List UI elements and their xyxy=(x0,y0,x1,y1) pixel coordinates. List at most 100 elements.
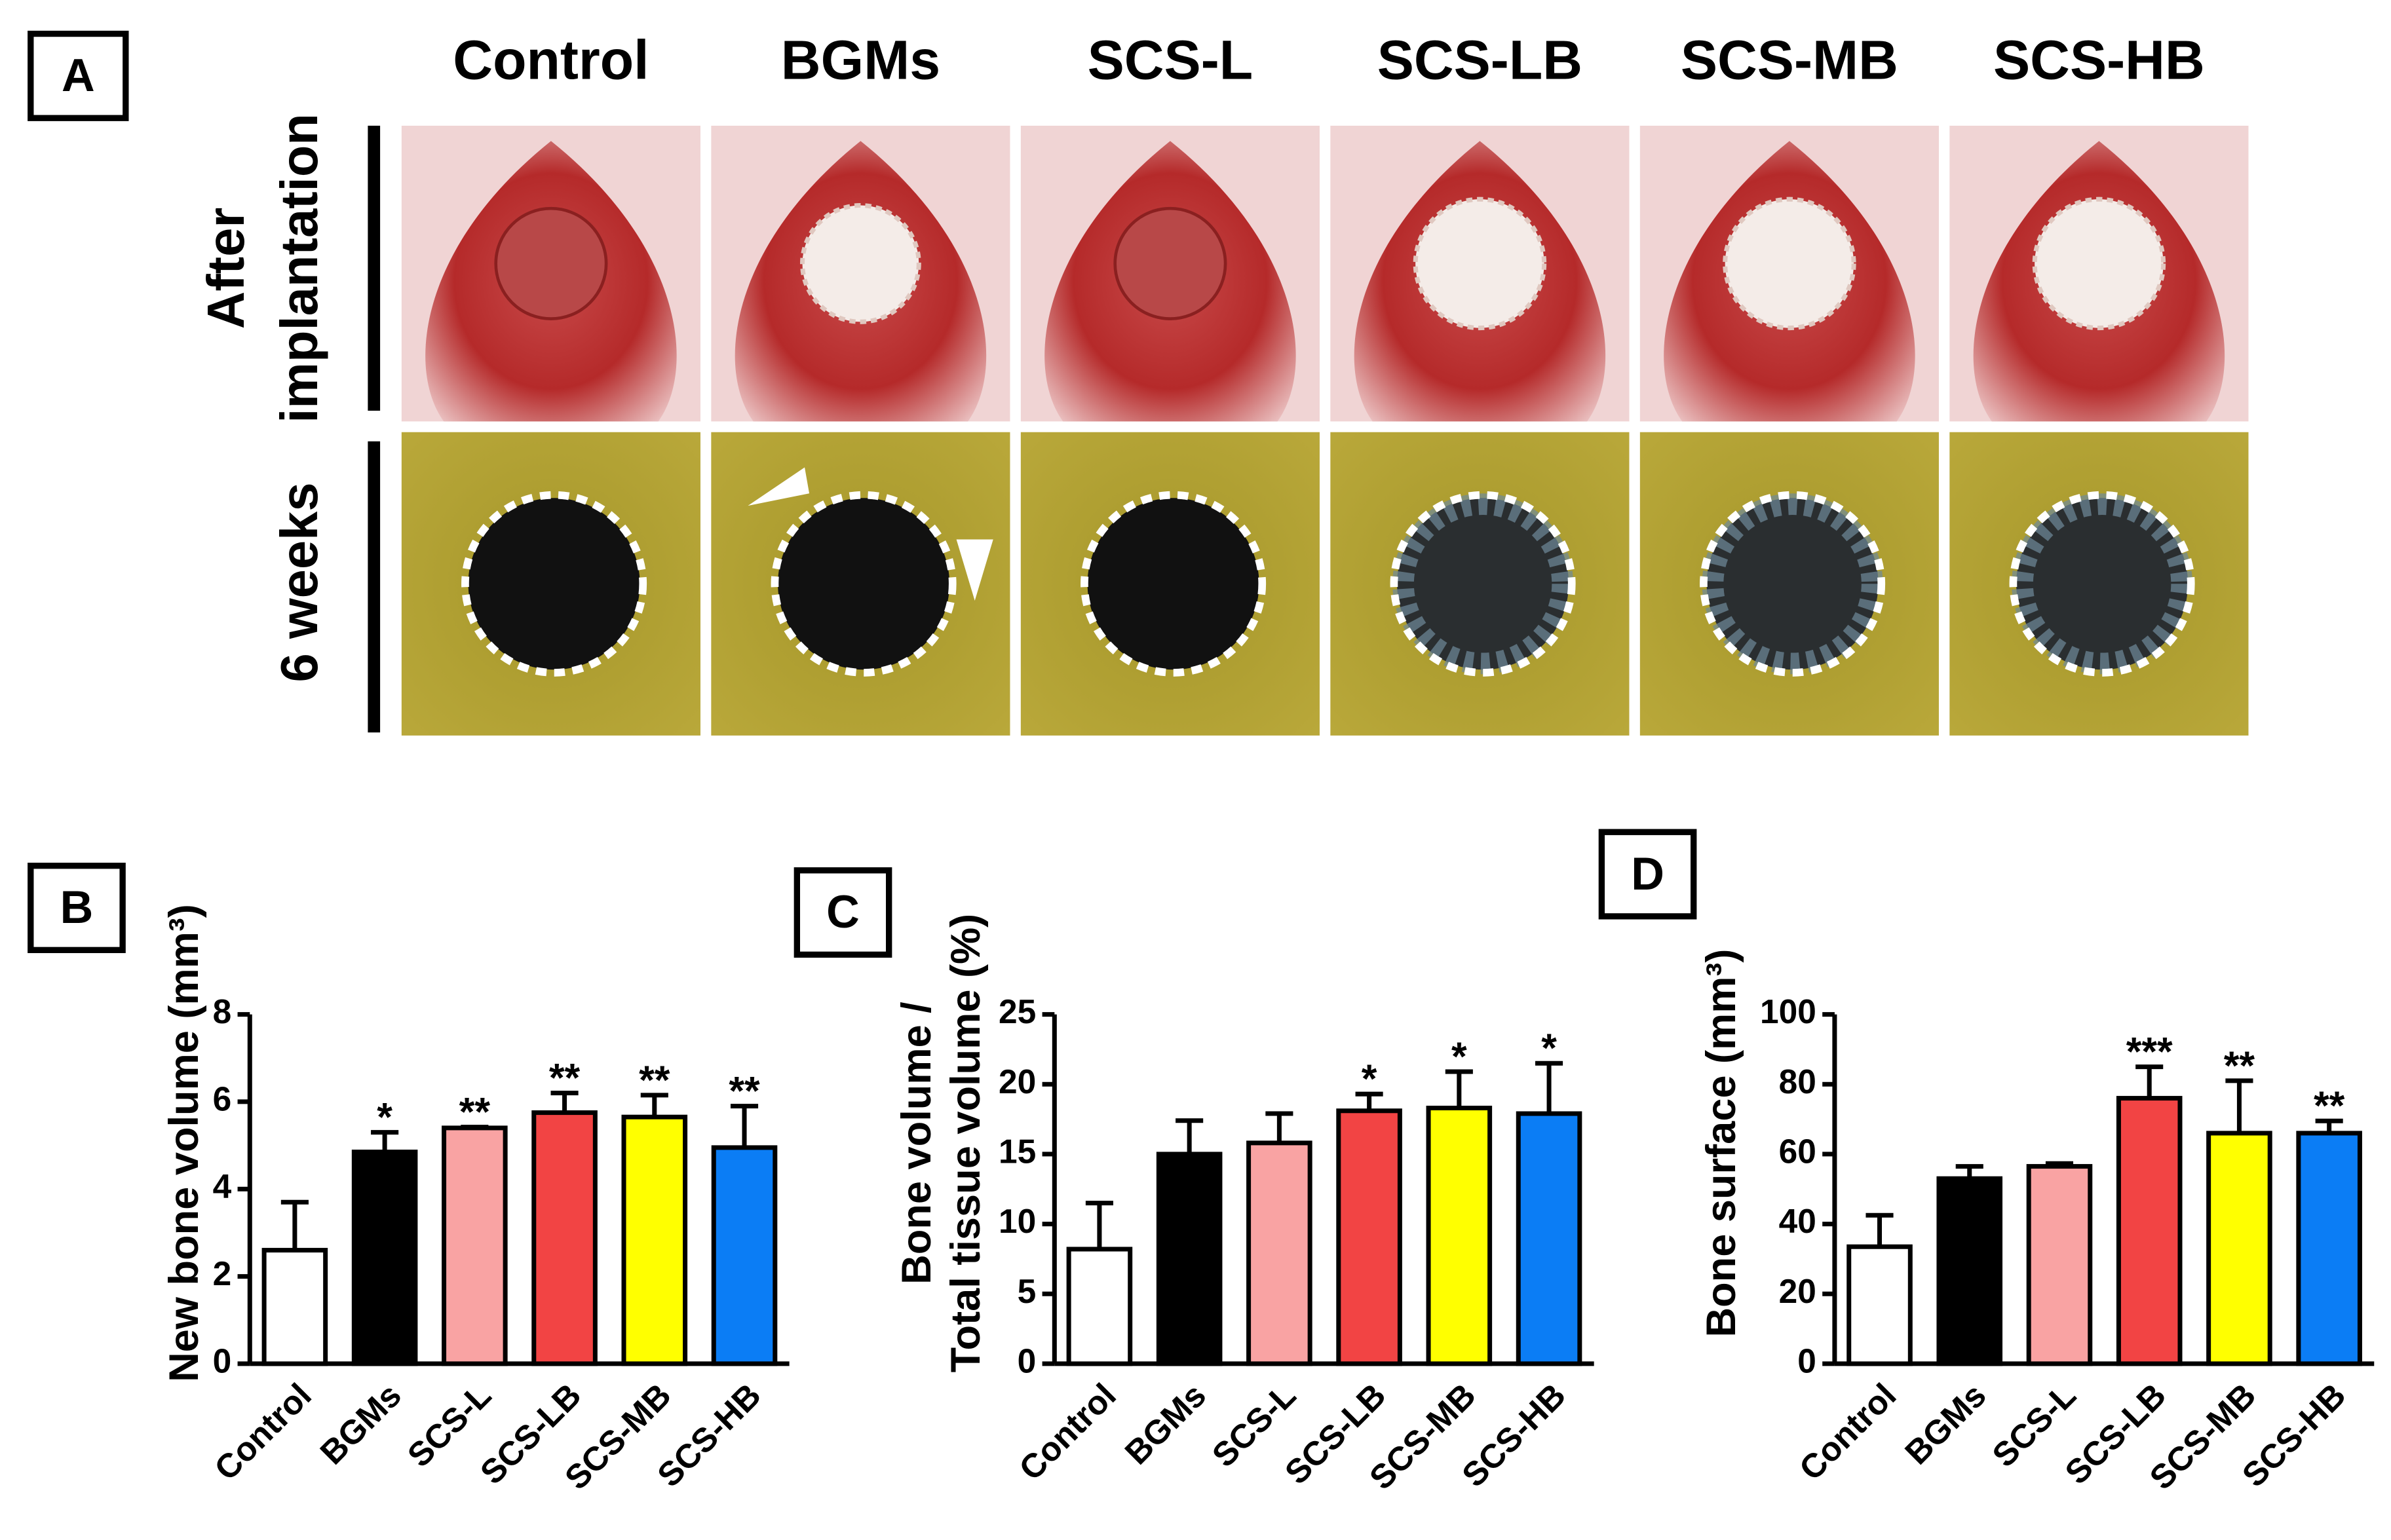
ct-defect xyxy=(2016,498,2189,670)
bar xyxy=(1066,1247,1133,1366)
x-tick-label: BGMs xyxy=(1117,1376,1213,1471)
significance: * xyxy=(1451,1034,1467,1078)
y-tick-label: 100 xyxy=(1760,992,1816,1030)
panel-label-box xyxy=(28,863,126,954)
photo-granules xyxy=(2032,197,2166,331)
bar xyxy=(2026,1164,2093,1366)
bar xyxy=(2206,1131,2272,1366)
y-tick-label: 15 xyxy=(999,1133,1036,1171)
panel-label: B xyxy=(60,881,94,933)
x-tick-label: BGMs xyxy=(313,1376,408,1471)
row-bar xyxy=(368,441,381,733)
bar xyxy=(442,1125,508,1366)
y-tick-label: 2 xyxy=(213,1254,232,1292)
bar xyxy=(1156,1152,1223,1366)
column-header: BGMs xyxy=(781,29,940,91)
panel-label: A xyxy=(62,49,95,101)
ct-defect xyxy=(1087,498,1259,670)
y-tick-label: 40 xyxy=(1779,1202,1816,1240)
ct-outline xyxy=(461,491,647,677)
y-axis-label: Bone volume / xyxy=(894,1002,940,1285)
y-axis-label: New bone volume (mm³) xyxy=(161,904,207,1382)
bar xyxy=(711,1145,778,1366)
arrowhead xyxy=(748,467,810,506)
photo-defect xyxy=(1113,206,1227,320)
ct-outline xyxy=(1700,491,1886,677)
y-tick-label: 25 xyxy=(999,992,1036,1030)
y-tick-label: 10 xyxy=(999,1202,1036,1240)
ct-outline xyxy=(1390,491,1576,677)
ct-granules xyxy=(1702,493,1883,675)
significance: ** xyxy=(2314,1083,2345,1128)
bar xyxy=(1846,1244,1913,1366)
column-header: Control xyxy=(453,29,649,91)
bar xyxy=(351,1150,418,1366)
photo-granules xyxy=(800,203,921,324)
y-tick-label: 6 xyxy=(213,1080,232,1118)
y-tick-label: 60 xyxy=(1779,1133,1816,1171)
ct-outline xyxy=(771,491,957,677)
bar xyxy=(261,1248,328,1366)
photo-granules xyxy=(1723,197,1856,331)
bar xyxy=(2116,1096,2183,1366)
bar xyxy=(1936,1176,2003,1366)
y-tick-label: 80 xyxy=(1779,1062,1816,1100)
significance: *** xyxy=(2126,1029,2173,1074)
significance: * xyxy=(1362,1057,1377,1101)
x-tick-label: Control xyxy=(1012,1376,1123,1487)
bar xyxy=(1426,1106,1493,1366)
row-label: implantation xyxy=(270,113,328,423)
ct-defect xyxy=(1706,498,1879,670)
significance: ** xyxy=(2224,1043,2255,1087)
column-header: SCS-LB xyxy=(1377,29,1582,91)
significance: ** xyxy=(639,1057,670,1102)
y-axis-label: Bone surface (mm³) xyxy=(1698,949,1744,1338)
row-label: 6 weeks xyxy=(270,482,328,682)
bar xyxy=(1336,1108,1402,1366)
significance: * xyxy=(1541,1026,1557,1070)
bar xyxy=(621,1114,688,1366)
bar xyxy=(1516,1111,1582,1366)
panel-label-box xyxy=(28,30,129,121)
significance: * xyxy=(377,1095,392,1139)
y-tick-label: 0 xyxy=(1797,1342,1816,1380)
ct-granules xyxy=(1392,493,1574,675)
y-tick-label: 0 xyxy=(1018,1342,1037,1380)
panel-label: D xyxy=(1631,848,1664,899)
y-axis-label: Total tissue volume (%) xyxy=(943,914,989,1373)
ct-outline xyxy=(2009,491,2195,677)
panel-label-box xyxy=(794,867,892,958)
y-tick-label: 4 xyxy=(213,1167,232,1205)
ct-defect xyxy=(778,498,950,670)
bar xyxy=(2296,1131,2362,1366)
arrowhead xyxy=(956,539,993,601)
ct-defect xyxy=(1397,498,1569,670)
ct-outline xyxy=(1081,491,1267,677)
y-tick-label: 5 xyxy=(1018,1272,1037,1310)
panel-label-box xyxy=(1598,829,1697,920)
row-label: After xyxy=(197,208,255,329)
row-bar xyxy=(368,125,381,411)
significance: ** xyxy=(459,1089,491,1134)
column-header: SCS-HB xyxy=(1993,29,2205,91)
y-tick-label: 8 xyxy=(213,992,232,1030)
ct-defect xyxy=(468,498,640,670)
y-tick-label: 20 xyxy=(1779,1272,1816,1310)
photo-defect xyxy=(494,206,608,320)
bar xyxy=(531,1110,598,1366)
significance: ** xyxy=(729,1068,760,1113)
photo-granules xyxy=(1413,197,1547,331)
x-tick-label: Control xyxy=(1791,1376,1903,1487)
y-tick-label: 0 xyxy=(213,1342,232,1380)
x-tick-label: BGMs xyxy=(1898,1376,1993,1471)
column-header: SCS-L xyxy=(1088,29,1253,91)
column-header: SCS-MB xyxy=(1681,29,1898,91)
x-tick-label: Control xyxy=(207,1376,318,1487)
bar xyxy=(1246,1140,1312,1366)
significance: ** xyxy=(549,1055,581,1100)
panel-label: C xyxy=(826,886,860,937)
ct-granules xyxy=(2012,493,2193,675)
y-tick-label: 20 xyxy=(999,1062,1036,1100)
